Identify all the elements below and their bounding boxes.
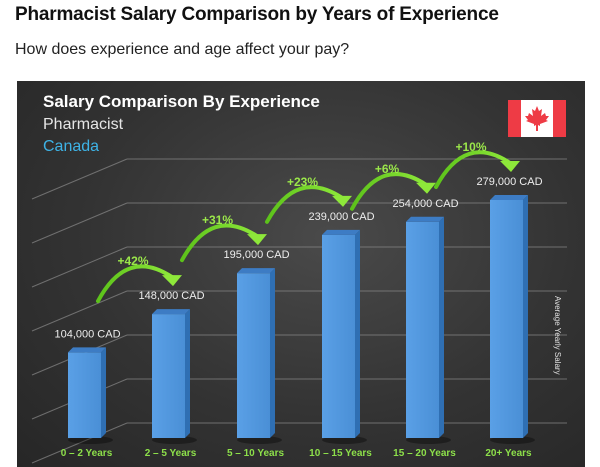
bar-value-label: 104,000 CAD [54,328,120,340]
growth-percentage-label: +6% [375,162,400,176]
growth-arrow-icon [96,264,182,304]
growth-percentage-label: +31% [202,213,233,227]
page-title: Pharmacist Salary Comparison by Years of… [15,4,499,25]
bar [68,347,113,444]
x-axis-category-label: 2 – 5 Years [145,448,197,459]
x-axis-category-label: 15 – 20 Years [393,448,456,459]
bar-value-label: 148,000 CAD [138,290,204,302]
bar [490,195,535,444]
bar-value-label: 195,000 CAD [223,249,289,261]
bar [406,216,451,444]
growth-arrow-icon [434,150,520,189]
growth-percentage-label: +42% [117,254,148,268]
bar [152,309,197,444]
bar [322,229,367,444]
x-axis-category-label: 5 – 10 Years [227,448,285,459]
y-axis-label: Average Yearly Salary [553,296,562,375]
chart-title: Salary Comparison By Experience [43,92,320,111]
grid-line [31,158,567,200]
page-subtitle: How does experience and age affect your … [15,41,350,58]
x-axis-category-label: 0 – 2 Years [61,448,113,459]
bar-value-label: 254,000 CAD [392,198,458,210]
chart-plot-area: 104,000 CAD 0 – 2 Years 148,000 CAD 2 – 5 Y… [31,140,567,464]
grid-line [31,202,567,244]
bar-value-label: 239,000 CAD [308,211,374,223]
growth-percentage-label: +10% [455,140,486,154]
growth-arrow-icon [350,172,436,211]
chart-country: Canada [43,138,100,155]
x-axis-category-label: 20+ Years [485,448,532,459]
growth-percentage-label: +23% [287,175,318,189]
x-axis-category-label: 10 – 15 Years [309,448,372,459]
canada-flag-icon [508,100,566,137]
bar [237,268,282,444]
grid-line [31,378,567,420]
chart-job-title: Pharmacist [43,116,124,133]
salary-chart: 104,000 CAD 0 – 2 Years 148,000 CAD 2 – 5 Y… [17,81,585,467]
growth-arrow-icon [265,185,352,224]
growth-arrow-icon [180,223,267,263]
grid-line [31,334,567,376]
bar-value-label: 279,000 CAD [476,176,542,188]
grid-line [31,290,567,332]
